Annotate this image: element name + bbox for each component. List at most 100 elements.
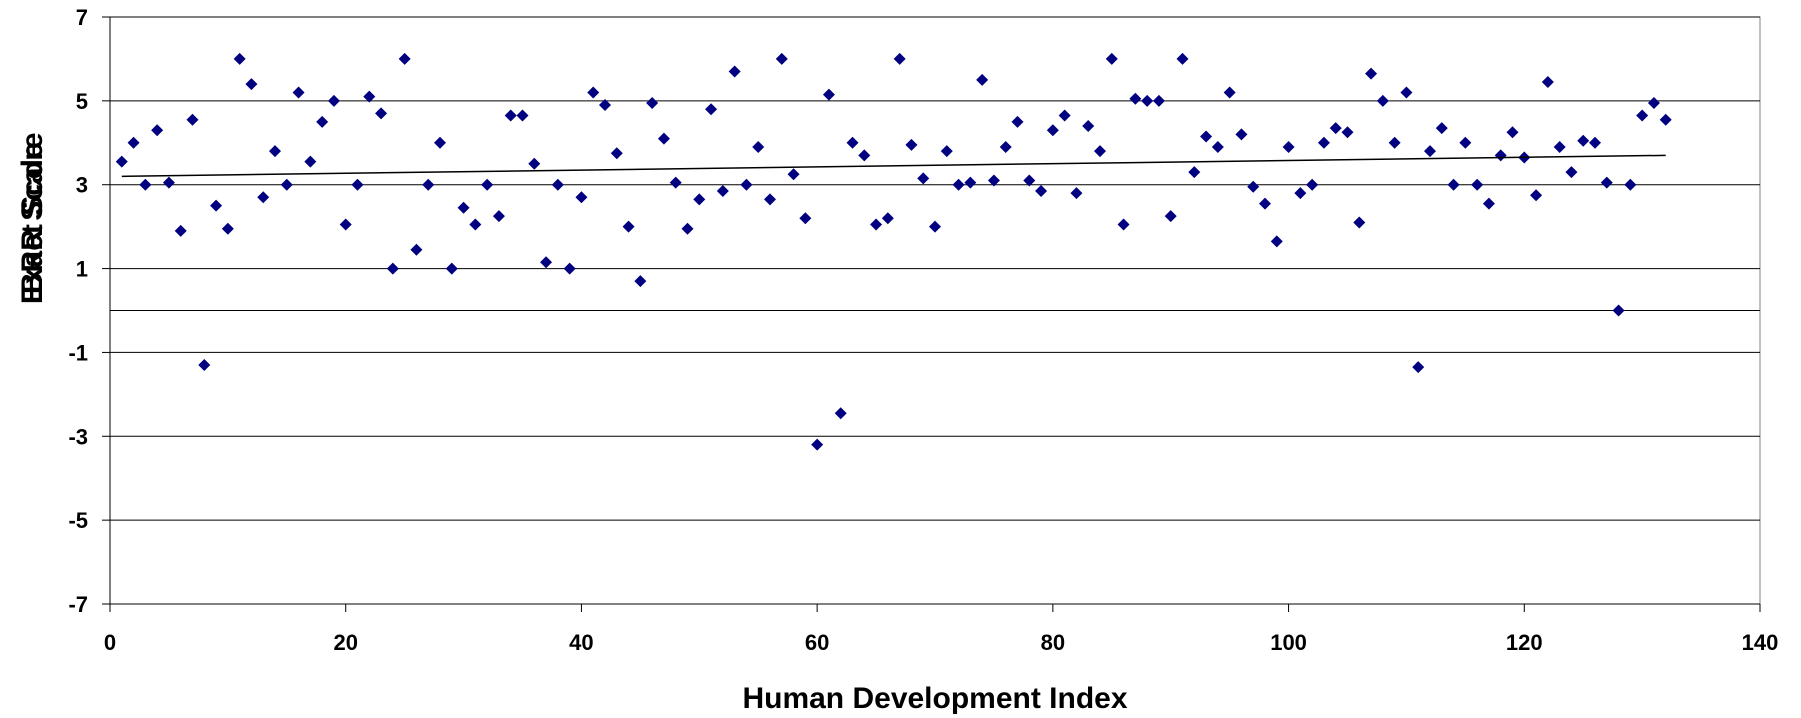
x-tick-label: 140	[1742, 630, 1779, 655]
data-point	[398, 52, 411, 65]
data-point	[445, 262, 458, 275]
data-point	[681, 222, 694, 235]
data-point	[1011, 115, 1024, 128]
data-point	[599, 99, 611, 112]
data-point	[316, 115, 329, 128]
data-point	[1447, 178, 1460, 191]
data-point	[1589, 136, 1601, 149]
y-tick-label: -7	[68, 592, 88, 617]
data-point	[292, 86, 305, 99]
data-point	[469, 218, 482, 231]
data-point	[976, 73, 989, 86]
data-point	[1471, 178, 1484, 191]
x-tick-label: 80	[1041, 630, 1065, 655]
data-point	[540, 256, 553, 269]
data-point	[186, 113, 199, 126]
data-point	[422, 178, 435, 191]
data-point	[610, 147, 623, 160]
data-point	[127, 136, 140, 149]
data-point	[1636, 109, 1649, 122]
data-point	[575, 191, 588, 204]
data-point	[1294, 187, 1307, 200]
data-point	[822, 88, 835, 101]
data-point	[198, 359, 211, 372]
y-tick-labels: 7 5 3 1 -1 -3 -5 -7	[68, 5, 88, 617]
data-point	[964, 176, 977, 189]
data-point	[363, 90, 376, 103]
data-point	[917, 172, 930, 185]
data-point	[233, 52, 246, 65]
x-tick-label: 120	[1506, 630, 1543, 655]
data-point	[1388, 136, 1401, 149]
data-point	[386, 262, 399, 275]
data-point	[728, 65, 741, 78]
data-point	[516, 109, 529, 122]
y-axis-title-overlap: BRR Scale	[16, 142, 49, 294]
data-point	[1094, 145, 1106, 158]
y-tick-label: 7	[76, 5, 88, 30]
y-tick-label: 3	[76, 173, 88, 198]
data-point	[1577, 134, 1590, 147]
data-point	[929, 220, 941, 233]
x-tick-label: 40	[569, 630, 593, 655]
data-point	[481, 178, 494, 191]
data-point	[151, 124, 164, 137]
y-tick-label: 1	[76, 257, 88, 282]
data-point	[1624, 178, 1637, 191]
data-point	[858, 149, 871, 162]
y-tick-label: -1	[68, 340, 88, 365]
data-point	[1176, 52, 1189, 65]
data-point	[881, 212, 894, 225]
data-point	[1270, 235, 1283, 248]
data-point	[1247, 180, 1260, 193]
data-point	[492, 210, 505, 223]
data-point	[1235, 128, 1248, 141]
data-point	[375, 107, 388, 120]
data-point	[139, 178, 152, 191]
data-point	[1494, 149, 1507, 162]
data-point	[410, 243, 423, 256]
data-point	[551, 178, 564, 191]
x-axis-title: Human Development Index	[742, 682, 1127, 715]
data-point	[999, 140, 1012, 153]
data-point	[811, 438, 824, 451]
data-point	[1082, 120, 1095, 133]
y-tick-label: -5	[68, 508, 88, 533]
gridlines	[102, 16, 1761, 612]
data-point	[1412, 361, 1425, 374]
data-point	[846, 136, 859, 149]
data-point	[1023, 174, 1036, 187]
data-point	[1200, 130, 1213, 143]
data-point	[174, 224, 187, 237]
y-tick-label: -3	[68, 424, 88, 449]
data-point	[1070, 187, 1083, 200]
x-tick-label: 0	[104, 630, 116, 655]
data-point	[162, 176, 175, 189]
data-point	[528, 157, 541, 170]
data-point	[1612, 304, 1625, 317]
data-point	[1035, 185, 1048, 198]
data-point	[622, 220, 635, 233]
data-point	[634, 275, 647, 288]
data-point	[870, 218, 883, 231]
data-point	[1482, 197, 1495, 210]
data-point	[245, 78, 258, 91]
data-point	[1365, 67, 1378, 80]
data-point	[1506, 126, 1519, 139]
data-point	[1647, 96, 1660, 109]
data-point	[1317, 136, 1330, 149]
data-point	[1541, 75, 1554, 88]
data-point	[1659, 113, 1672, 126]
data-point	[269, 145, 281, 158]
data-point	[669, 176, 682, 189]
x-tick-labels: 0 20 40 60 80 100 120 140	[104, 630, 1778, 655]
x-tick-label: 100	[1270, 630, 1307, 655]
data-point	[740, 178, 753, 191]
data-point	[457, 201, 470, 214]
data-point	[1164, 210, 1177, 223]
data-point	[504, 109, 517, 122]
data-point	[693, 193, 706, 206]
data-point	[1282, 140, 1295, 153]
data-point	[799, 212, 812, 225]
data-point	[1117, 218, 1130, 231]
